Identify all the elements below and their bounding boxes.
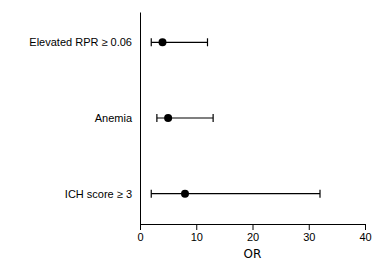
error-bar-group: [151, 190, 320, 198]
y-tick-label: Anemia: [95, 112, 133, 124]
x-tick-mark: [196, 224, 197, 230]
x-tick-label: 0: [137, 231, 143, 243]
chart: 0 10 20 30 40 ICH score ≥ 3 Anemia Elevated RPR…: [0, 0, 383, 266]
y-tick: ICH score ≥ 3: [65, 188, 132, 200]
x-tick-mark: [140, 224, 141, 230]
x-tick: 30: [303, 224, 315, 243]
error-cap-low: [156, 114, 157, 122]
x-tick-mark: [253, 224, 254, 230]
x-tick-mark: [309, 224, 310, 230]
y-axis-line: [140, 13, 141, 225]
point: [164, 114, 172, 122]
error-bar: [151, 193, 320, 194]
plot: 0 10 20 30 40 ICH score ≥ 3 Anemia Elevated RPR…: [29, 13, 371, 262]
x-tick-mark: [365, 224, 366, 230]
x-tick: 0: [137, 224, 143, 243]
error-cap-high: [207, 38, 208, 46]
point: [159, 38, 167, 46]
error-bar-group: [151, 38, 207, 46]
error-bar-group: [157, 114, 213, 122]
x-axis: 0 10 20 30 40: [137, 224, 371, 243]
x-tick-label: 20: [247, 231, 259, 243]
x-axis-line: [141, 225, 366, 231]
point: [181, 190, 189, 198]
y-axis: ICH score ≥ 3 Anemia Elevated RPR ≥ 0.06: [29, 13, 140, 225]
x-tick-label: 10: [191, 231, 203, 243]
marks: [151, 38, 320, 197]
error-cap-high: [319, 190, 320, 198]
x-tick-label: 40: [359, 231, 371, 243]
y-tick: Elevated RPR ≥ 0.06: [29, 36, 132, 48]
x-tick: 10: [191, 224, 203, 243]
x-axis-title: OR: [244, 247, 262, 261]
x-tick: 40: [359, 224, 371, 243]
x-tick-label: 30: [303, 231, 315, 243]
error-cap-low: [151, 38, 152, 46]
y-tick: Anemia: [95, 112, 133, 124]
x-tick: 20: [247, 224, 259, 243]
y-tick-label: ICH score ≥ 3: [65, 188, 132, 200]
y-tick-label: Elevated RPR ≥ 0.06: [29, 36, 132, 48]
error-cap-low: [151, 190, 152, 198]
error-cap-high: [213, 114, 214, 122]
